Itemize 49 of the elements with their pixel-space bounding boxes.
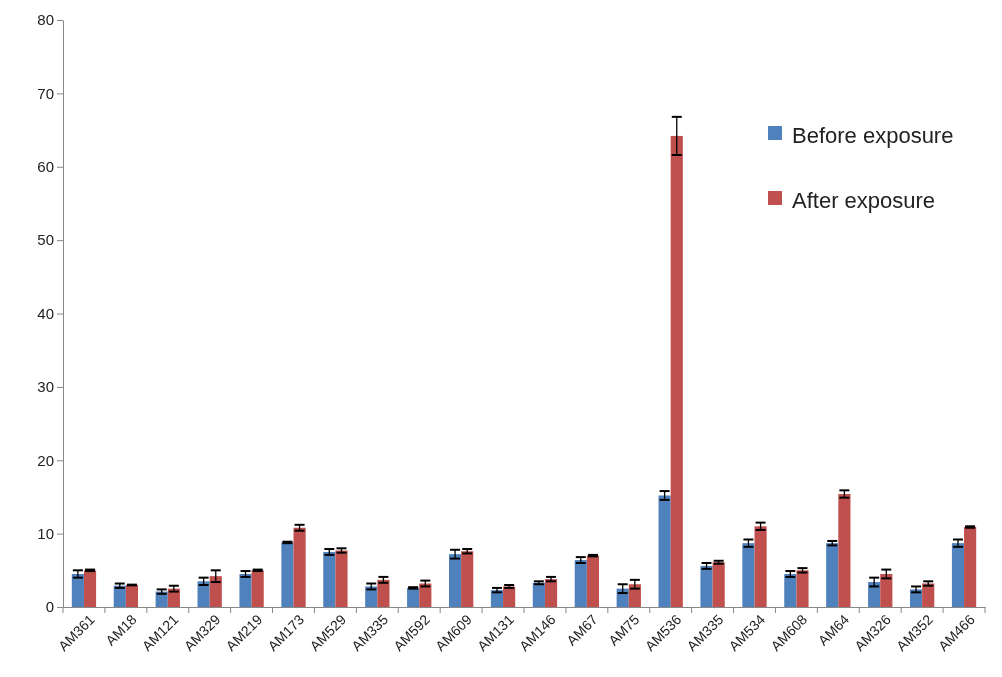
bar (125, 584, 139, 607)
bar (532, 582, 545, 607)
y-tick-label: 50 (37, 231, 54, 249)
bar (658, 495, 671, 607)
bar (461, 551, 474, 607)
bar (742, 543, 755, 607)
bar (377, 579, 390, 607)
bar (796, 570, 809, 607)
bar (448, 554, 462, 607)
y-tick-label: 60 (37, 158, 54, 176)
bar (670, 135, 683, 607)
bar (838, 494, 851, 607)
bar (71, 573, 84, 607)
bar (574, 560, 587, 607)
bar (700, 565, 713, 607)
y-tick-label: 30 (37, 378, 54, 396)
bar (586, 555, 600, 607)
y-tick-label: 40 (37, 304, 54, 322)
bar (544, 579, 558, 607)
bar (880, 573, 893, 607)
y-tick-label: 80 (37, 11, 54, 29)
bar (784, 573, 797, 607)
bar (239, 573, 252, 607)
bar (419, 583, 432, 607)
bar (323, 551, 336, 607)
bar (335, 550, 348, 607)
bar (209, 576, 222, 607)
bar (964, 527, 977, 607)
bar (868, 582, 881, 607)
bar (293, 527, 306, 607)
bar (197, 581, 210, 607)
bar (503, 586, 516, 607)
bar (826, 543, 839, 607)
bar (922, 583, 935, 607)
bar (628, 584, 641, 607)
bar (951, 543, 965, 607)
bar (251, 570, 264, 607)
bar (754, 526, 767, 607)
bar (712, 562, 725, 607)
bar (281, 542, 294, 607)
legend-label: Before exposure (792, 122, 954, 148)
bar (83, 570, 97, 607)
bar (113, 585, 126, 607)
y-tick-label: 20 (37, 451, 54, 469)
y-tick-label: 70 (37, 84, 54, 102)
y-tick-label: 0 (45, 598, 54, 616)
legend-label: After exposure (792, 187, 936, 213)
bar (365, 586, 378, 607)
y-tick-label: 10 (37, 524, 54, 542)
